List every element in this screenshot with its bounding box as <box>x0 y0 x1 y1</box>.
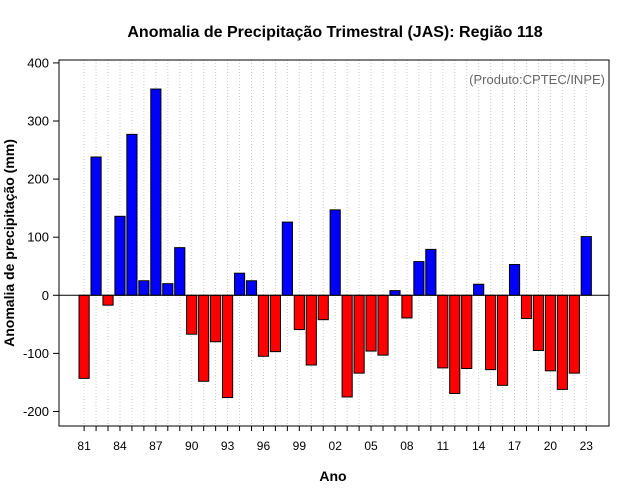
bar-2020 <box>544 294 556 372</box>
credit-text: (Produto:CPTEC/INPE) <box>469 72 605 87</box>
bar-2023 <box>580 236 592 296</box>
bar-2001 <box>317 294 329 321</box>
y-axis-label: Anomalia de precipitação (mm) <box>1 139 17 347</box>
bar-2012 <box>449 294 461 394</box>
bar-2022 <box>568 294 580 374</box>
bar-2013 <box>461 294 473 369</box>
bar-1987 <box>150 88 162 296</box>
bar-2003 <box>341 294 353 398</box>
x-tick-label: 81 <box>77 439 91 453</box>
bar-2019 <box>532 294 545 351</box>
bar-2018 <box>520 294 533 320</box>
x-axis-label: Ano <box>319 468 346 484</box>
x-tick-label: 23 <box>580 439 594 453</box>
bar-2016 <box>497 294 509 386</box>
bar-1993 <box>222 294 234 399</box>
bar-2002 <box>329 209 341 296</box>
bar-1998 <box>281 221 293 296</box>
bar-1994 <box>233 272 246 296</box>
y-tick-label: -200 <box>23 404 49 419</box>
bar-2005 <box>365 294 377 352</box>
bar-2017 <box>508 263 521 296</box>
x-tick-label: 90 <box>185 439 199 453</box>
bar-1997 <box>269 294 281 353</box>
x-tick-label: 84 <box>113 439 127 453</box>
x-tick-label: 02 <box>329 439 343 453</box>
bar-1986 <box>138 280 150 296</box>
y-tick-label: -100 <box>23 346 49 361</box>
x-axis: 81 84 87 90 93 96 99 02 05 08 11 14 17 20 23 <box>77 426 593 453</box>
bar-1985 <box>126 133 138 296</box>
x-tick-label: 20 <box>544 439 558 453</box>
x-tick-label: 17 <box>508 439 522 453</box>
bar-1981 <box>78 294 90 379</box>
bar-2010 <box>425 248 437 296</box>
bar-2000 <box>305 294 317 366</box>
bar-1983 <box>102 294 114 306</box>
x-tick-label: 14 <box>472 439 486 453</box>
plot-frame <box>58 59 610 427</box>
x-tick-label: 11 <box>437 439 450 453</box>
bar-2015 <box>485 294 497 371</box>
bar-2004 <box>353 294 365 374</box>
grid <box>83 60 587 426</box>
x-tick-label: 08 <box>400 439 414 453</box>
x-tick-label: 99 <box>293 439 307 453</box>
bar-1991 <box>198 294 210 382</box>
bar-2021 <box>556 294 568 390</box>
bar-1989 <box>174 247 186 296</box>
bar-2009 <box>413 261 425 296</box>
bar-2007 <box>389 290 401 296</box>
chart-title: Anomalia de Precipitação Trimestral (JAS… <box>127 24 542 41</box>
y-tick-label: 0 <box>42 288 49 303</box>
bar-2014 <box>473 283 485 296</box>
y-axis: -200 -100 0 100 200 300 400 <box>23 55 59 419</box>
bars <box>78 88 592 399</box>
bar-1984 <box>114 215 126 296</box>
y-tick-label: 300 <box>27 114 49 129</box>
bar-1988 <box>162 283 174 296</box>
bar-1999 <box>293 294 305 331</box>
x-tick-label: 96 <box>257 439 271 453</box>
bar-2011 <box>437 294 449 369</box>
bar-1992 <box>210 294 222 343</box>
bar-2008 <box>401 294 413 319</box>
y-tick-label: 200 <box>27 172 49 187</box>
x-tick-label: 05 <box>364 439 378 453</box>
bar-1990 <box>186 294 198 335</box>
bar-1996 <box>257 294 270 357</box>
bar-2006 <box>377 294 389 356</box>
bar-1995 <box>245 280 258 296</box>
y-tick-label: 400 <box>27 55 49 70</box>
x-tick-label: 93 <box>221 439 235 453</box>
y-tick-label: 100 <box>27 230 49 245</box>
bar-1982 <box>90 156 102 296</box>
x-tick-label: 87 <box>149 439 163 453</box>
